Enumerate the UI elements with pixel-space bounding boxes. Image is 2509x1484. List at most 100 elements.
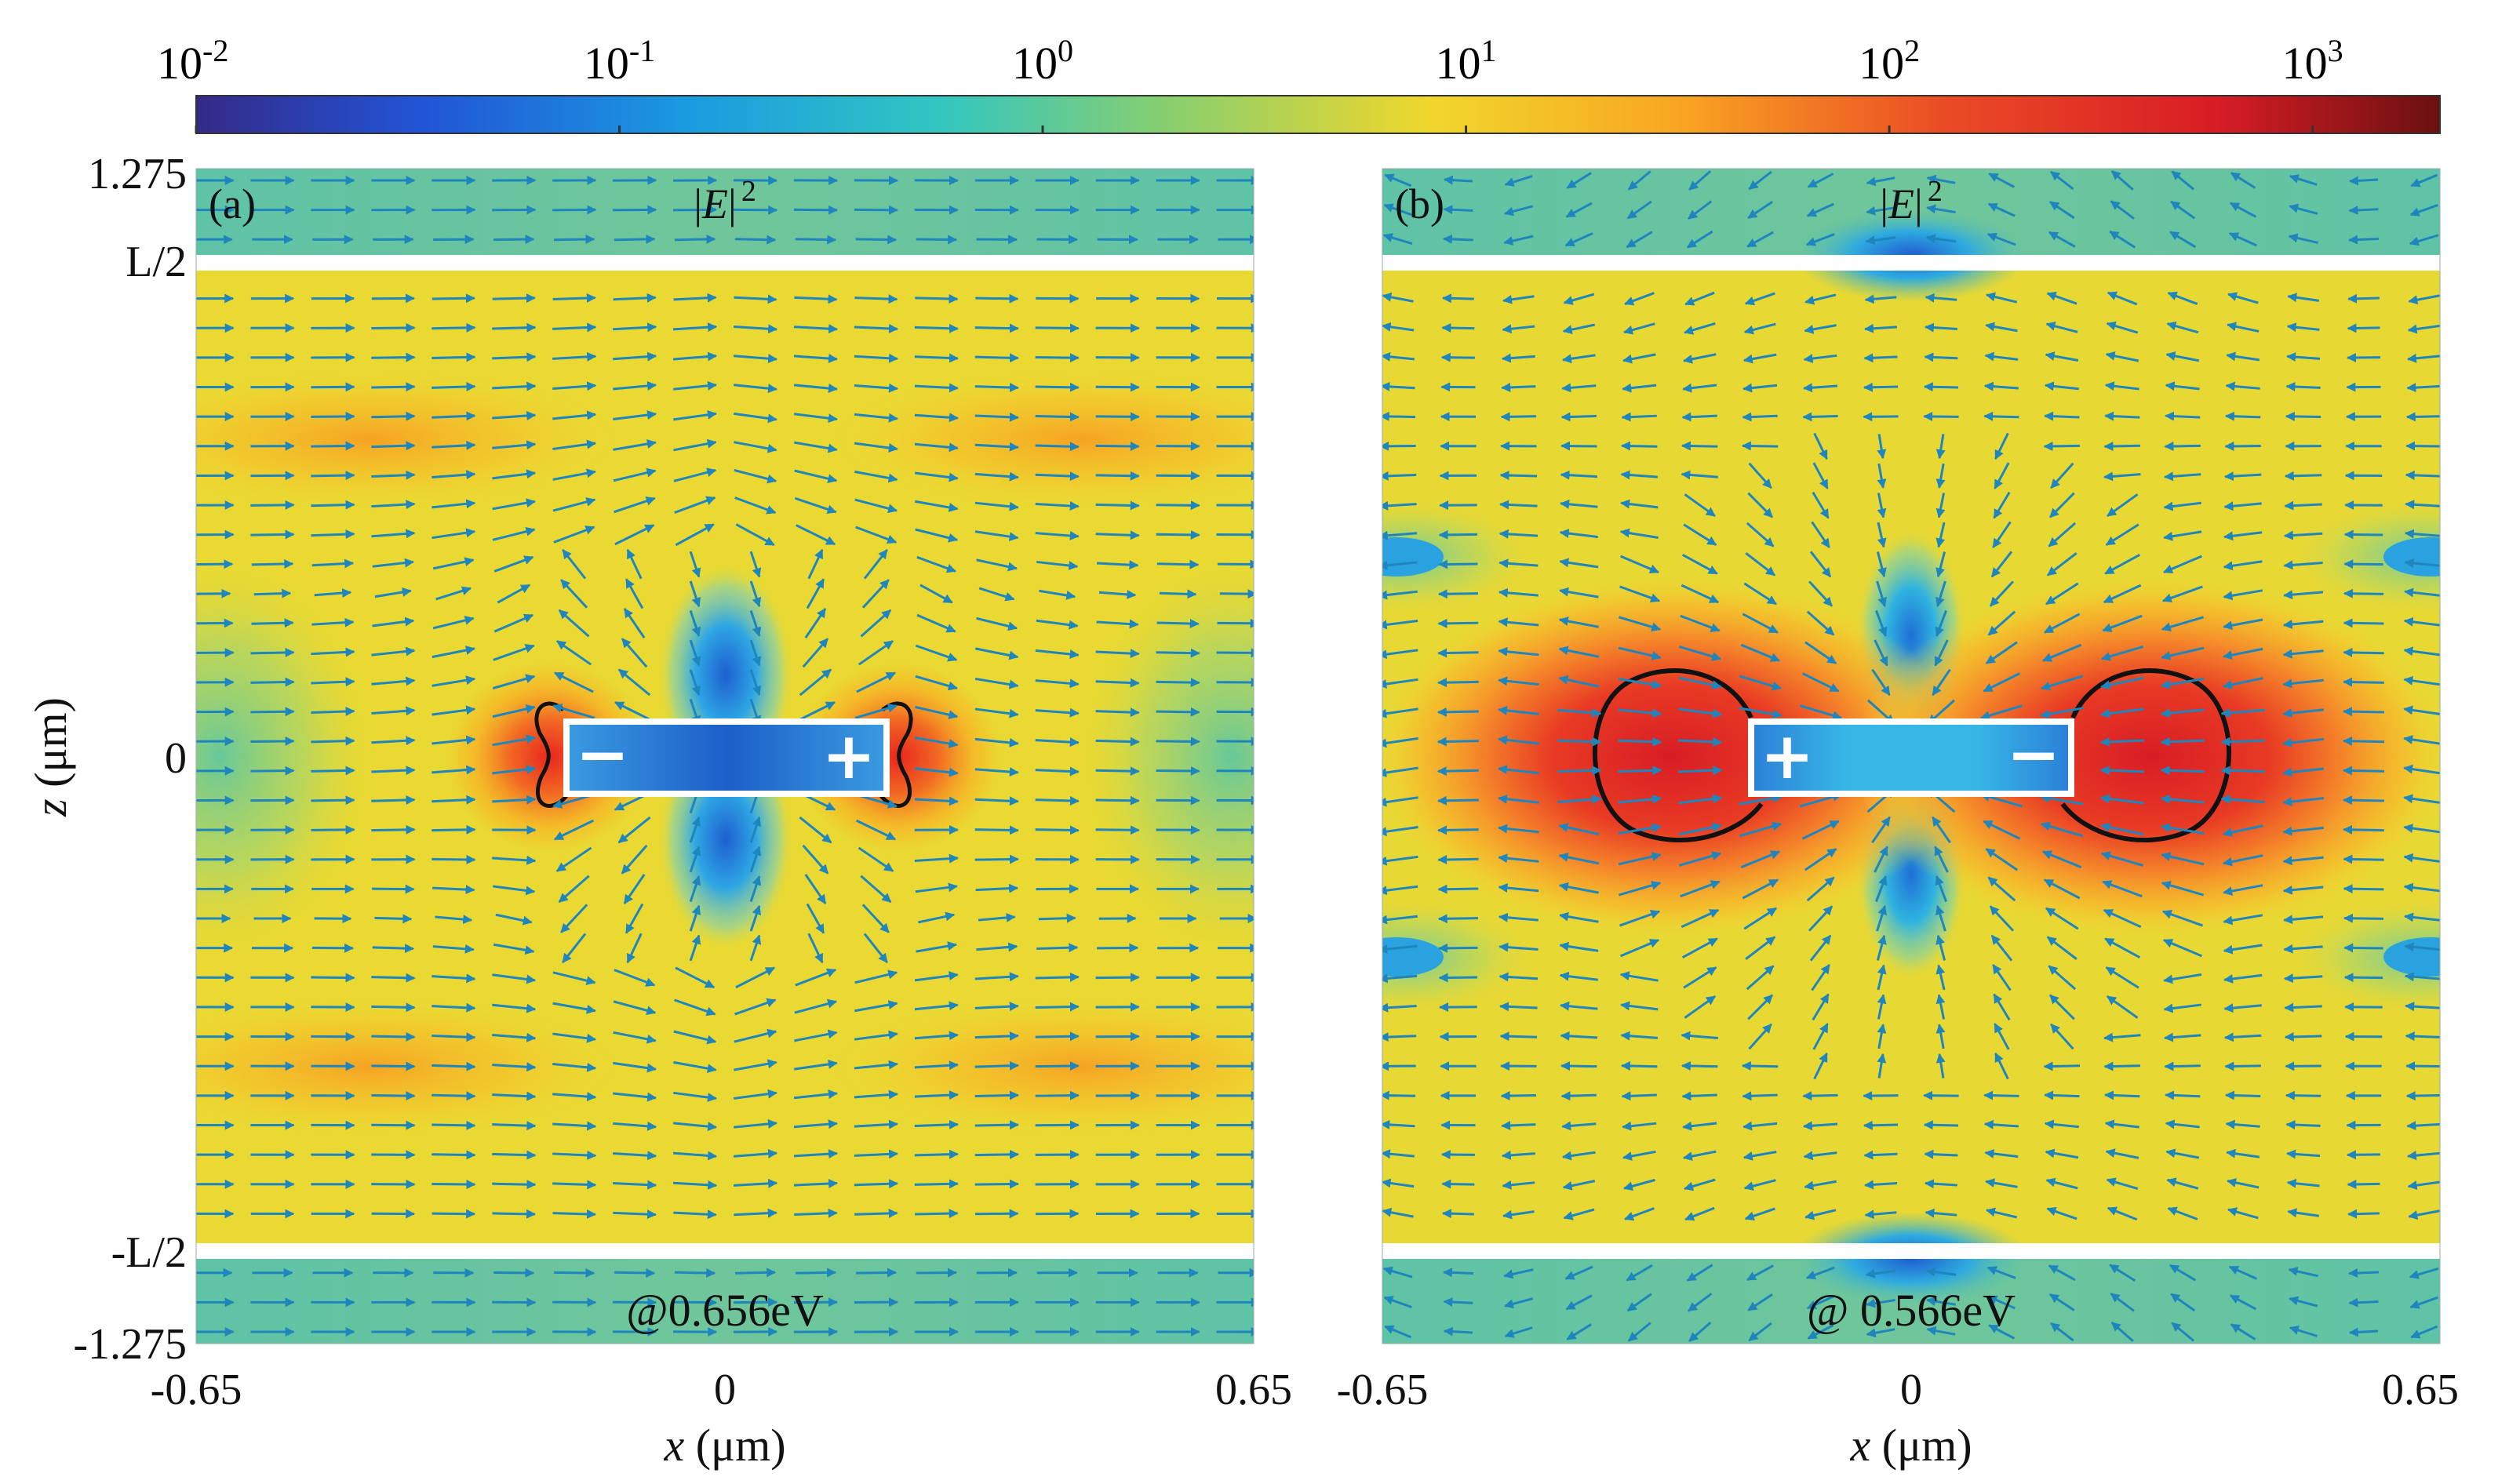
panel-b-charge-left: +: [1761, 719, 1815, 794]
field-arrow: [1035, 1120, 1080, 1130]
field-arrow: [795, 1268, 837, 1278]
field-arrow: [1382, 590, 1418, 600]
field-arrow: [1499, 1031, 1538, 1042]
field-arrow: [1621, 1091, 1657, 1101]
field-arrow: [1741, 1060, 1779, 1071]
field-arrow: [2410, 173, 2438, 187]
field-arrow: [1620, 470, 1658, 480]
field-arrow: [2283, 973, 2323, 984]
field-arrow: [974, 707, 1019, 718]
field-arrow: [1983, 381, 2019, 391]
field-arrow: [914, 1031, 959, 1041]
field-arrow: [1501, 382, 1536, 392]
field-arrow: [2223, 618, 2263, 631]
field-arrow: [1990, 934, 2013, 962]
field-arrow: [2282, 708, 2325, 718]
field-arrow: [613, 410, 657, 421]
field-arrow: [2167, 291, 2198, 305]
field-arrow: [2403, 646, 2440, 657]
field-arrow: [1742, 1091, 1778, 1101]
field-arrow: [854, 442, 898, 453]
field-arrow: [497, 584, 531, 604]
field-arrow: [2282, 649, 2324, 659]
field-arrow: [1626, 1293, 1652, 1312]
field-arrow: [1382, 1002, 1417, 1013]
field-arrow: [863, 549, 888, 580]
field-arrow: [1986, 1266, 2016, 1279]
field-arrow: [2409, 234, 2439, 246]
field-arrow: [916, 613, 956, 633]
field-arrow: [1742, 878, 1779, 900]
field-arrow: [1988, 1324, 2016, 1340]
field-arrow: [2223, 501, 2262, 511]
field-arrow: [2103, 1061, 2140, 1071]
field-arrow: [251, 558, 294, 569]
field-arrow: [621, 638, 648, 668]
field-arrow: [1813, 432, 1828, 460]
field-arrow: [2348, 1327, 2379, 1337]
field-arrow: [2347, 293, 2380, 304]
field-arrow: [1382, 885, 1418, 896]
field-arrow: [914, 1119, 959, 1129]
field-arrow: [1561, 1151, 1596, 1161]
field-arrow: [2286, 322, 2320, 333]
field-arrow: [1095, 678, 1140, 688]
field-arrow: [1744, 292, 1775, 306]
field-arrow: [2407, 324, 2440, 334]
field-arrow: [974, 1031, 1019, 1041]
field-arrow: [914, 1001, 959, 1011]
field-arrow: [432, 381, 476, 391]
field-arrow: [1382, 1266, 1413, 1278]
field-arrow: [914, 767, 959, 777]
field-arrow: [2409, 1296, 2438, 1309]
field-arrow: [2288, 1267, 2318, 1278]
field-arrow: [562, 549, 587, 580]
field-arrow: [2109, 1264, 2136, 1282]
field-arrow: [2043, 878, 2081, 900]
field-arrow: [1742, 613, 1779, 634]
field-arrow: [2099, 794, 2144, 805]
field-arrow: [626, 933, 643, 964]
field-arrow: [916, 235, 958, 245]
field-arrow: [613, 1000, 657, 1016]
field-arrow: [1382, 351, 1415, 362]
field-arrow: [1503, 235, 1534, 246]
field-arrow: [552, 381, 597, 391]
field-arrow: [860, 609, 892, 638]
field-arrow: [1558, 675, 1600, 688]
field-arrow: [1035, 825, 1080, 835]
field-arrow: [1382, 1032, 1417, 1042]
field-arrow: [735, 966, 776, 989]
field-arrow: [854, 1089, 898, 1100]
field-arrow: [2284, 1002, 2322, 1013]
field-arrow: [1748, 1322, 1772, 1342]
field-arrow: [1620, 499, 1659, 509]
field-arrow: [311, 824, 355, 835]
field-arrow: [2227, 1177, 2260, 1189]
field-arrow: [793, 384, 838, 394]
field-arrow: [1808, 905, 1834, 932]
field-arrow: [1498, 587, 1539, 598]
field-arrow: [493, 235, 535, 245]
field-arrow: [1804, 641, 1837, 665]
field-arrow: [689, 875, 701, 902]
field-arrow: [793, 1149, 839, 1159]
field-arrow: [2403, 794, 2440, 804]
field-arrow: [432, 470, 476, 480]
field-arrow: [2110, 169, 2134, 191]
field-arrow: [1983, 1119, 2019, 1129]
field-arrow: [806, 903, 825, 934]
field-arrow: [613, 1121, 657, 1131]
field-arrow: [492, 1003, 537, 1013]
field-arrow: [918, 911, 956, 924]
field-arrow: [2049, 201, 2075, 220]
field-arrow: [1877, 434, 1887, 460]
field-arrow: [493, 943, 535, 955]
field-arrow: [672, 1180, 718, 1190]
field-arrow: [2105, 523, 2139, 546]
field-arrow: [1992, 521, 2012, 548]
field-arrow: [1558, 882, 1599, 894]
field-arrow: [1802, 383, 1838, 393]
field-arrow: [673, 1209, 717, 1220]
field-arrow: [689, 934, 701, 962]
